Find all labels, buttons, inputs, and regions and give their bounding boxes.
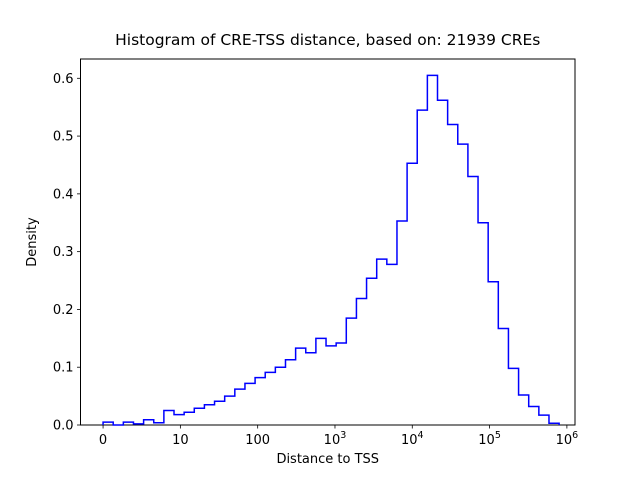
y-tick-label: 0.0 (53, 419, 74, 434)
y-axis-label: Density (25, 217, 40, 267)
histogram-step-line (102, 74, 560, 426)
plot-title: Histogram of CRE-TSS distance, based on:… (115, 31, 540, 49)
plot-border (80, 58, 576, 426)
x-tick-label: 104 (401, 430, 424, 448)
y-tick-label: 0.3 (53, 245, 74, 260)
x-axis-label: Distance to TSS (276, 452, 379, 467)
x-axis-ticks: 0 10 100 103 104 105 106 (99, 425, 578, 448)
y-tick-label: 0.5 (53, 130, 74, 145)
histogram-step-path (102, 74, 560, 426)
x-tick-label: 0 (99, 433, 107, 448)
y-tick-label: 0.4 (53, 187, 74, 202)
x-tick-label: 100 (245, 433, 270, 448)
y-tick-label: 0.6 (53, 72, 74, 87)
y-tick-label: 0.2 (53, 303, 74, 318)
x-tick-label: 106 (556, 430, 579, 448)
x-tick-label: 103 (324, 430, 347, 448)
y-tick-label: 0.1 (53, 361, 74, 376)
y-axis-ticks: 0.0 0.1 0.2 0.3 0.4 0.5 0.6 (53, 72, 81, 434)
x-tick-label: 10 (172, 433, 189, 448)
x-tick-label: 105 (478, 430, 501, 448)
